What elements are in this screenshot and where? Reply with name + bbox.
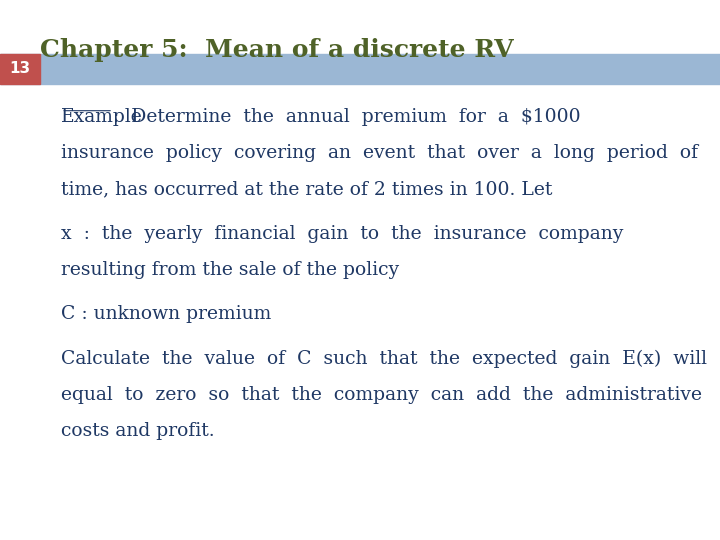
Bar [0, 54, 40, 84]
Text: 13: 13 [9, 62, 30, 76]
Text: Chapter 5:  Mean of a discrete RV: Chapter 5: Mean of a discrete RV [40, 38, 513, 62]
Bar [0, 54, 720, 84]
Text: costs and profit.: costs and profit. [61, 422, 215, 440]
Text: insurance  policy  covering  an  event  that  over  a  long  period  of: insurance policy covering an event that … [61, 144, 698, 162]
Text: x  :  the  yearly  financial  gain  to  the  insurance  company: x : the yearly financial gain to the ins… [61, 225, 624, 242]
Text: Calculate  the  value  of  C  such  that  the  expected  gain  E(x)  will: Calculate the value of C such that the e… [61, 349, 707, 368]
Text: :  Determine  the  annual  premium  for  a  $1000: : Determine the annual premium for a $10… [113, 108, 580, 126]
Text: Example: Example [61, 108, 143, 126]
Text: time, has occurred at the rate of 2 times in 100. Let: time, has occurred at the rate of 2 time… [61, 180, 552, 198]
Text: C : unknown premium: C : unknown premium [61, 305, 271, 323]
Text: equal  to  zero  so  that  the  company  can  add  the  administrative: equal to zero so that the company can ad… [61, 386, 702, 403]
Text: resulting from the sale of the policy: resulting from the sale of the policy [61, 261, 400, 279]
